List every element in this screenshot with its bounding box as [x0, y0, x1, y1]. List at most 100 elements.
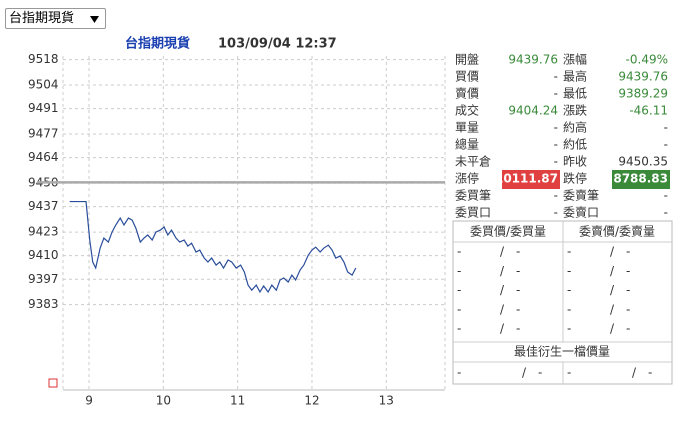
y-tick-label: 9423 — [28, 225, 59, 239]
order-sep: / — [610, 283, 615, 297]
order-volume: - — [516, 245, 520, 259]
order-sep: / — [610, 264, 615, 278]
order-sep: / — [632, 366, 637, 380]
quote-label: 開盤 — [455, 53, 479, 67]
quote-label: 約高 — [563, 120, 587, 135]
marker-square — [48, 378, 58, 388]
order-volume: - — [626, 302, 630, 316]
quote-value: - — [664, 206, 668, 220]
y-tick-label: 9464 — [28, 150, 59, 164]
order-price: - — [457, 245, 461, 259]
x-tick-label: 10 — [156, 394, 171, 408]
quote-value: - — [554, 138, 558, 152]
quote-value: -0.49% — [626, 53, 668, 67]
best-title: 最佳衍生一檔價量 — [514, 345, 610, 359]
order-sep: / — [500, 322, 505, 336]
quote-label: 昨收 — [563, 155, 587, 169]
order-volume: - — [516, 264, 520, 278]
quote-label: 跌停 — [563, 171, 587, 186]
order-volume: - — [626, 245, 630, 259]
quote-value: 9450.35 — [618, 155, 668, 169]
quote-value: - — [554, 70, 558, 84]
order-sep: / — [610, 302, 615, 316]
quote-value: - — [664, 121, 668, 135]
order-volume: - — [516, 322, 520, 336]
quote-label: 委買口 — [455, 206, 491, 220]
order-price: - — [567, 264, 571, 278]
x-tick-label: 12 — [304, 394, 319, 408]
x-tick-label: 9 — [85, 394, 93, 408]
order-volume: - — [626, 264, 630, 278]
quote-label: 未平倉 — [455, 154, 491, 169]
chart-subtitle: 103/09/04 12:37 — [218, 37, 337, 52]
quote-label: 漲跌 — [563, 103, 587, 118]
order-sep: / — [500, 283, 505, 297]
quote-value: -46.11 — [629, 104, 668, 118]
quote-value: - — [554, 155, 558, 169]
order-volume: - — [626, 283, 630, 297]
y-tick-label: 9437 — [28, 199, 59, 213]
quote-value: - — [554, 206, 558, 220]
quote-label: 成交 — [455, 103, 479, 118]
order-price: - — [567, 366, 571, 380]
quote-value: 9439.76 — [618, 70, 668, 84]
y-tick-label: 9477 — [28, 127, 59, 141]
order-volume: - — [648, 366, 652, 380]
order-book-header: 委賣價/委賣量 — [579, 224, 655, 239]
y-tick-label: 9397 — [28, 272, 59, 286]
quote-label: 買價 — [455, 70, 479, 84]
y-tick-label: 9491 — [28, 101, 59, 115]
order-price: - — [457, 264, 461, 278]
order-sep: / — [522, 366, 527, 380]
order-sep: / — [500, 264, 505, 278]
quote-value: 8788.83 — [613, 172, 668, 186]
quote-highlight — [502, 170, 560, 189]
y-tick-label: 9518 — [28, 52, 59, 66]
order-price: - — [457, 366, 461, 380]
y-tick-label: 9504 — [28, 78, 59, 92]
x-tick-label: 13 — [379, 394, 394, 408]
quote-value: 9404.24 — [508, 104, 558, 118]
quote-value: 10111.87 — [495, 172, 558, 186]
quote-value: - — [664, 138, 668, 152]
y-tick-label: 9383 — [28, 297, 59, 311]
order-volume: - — [516, 283, 520, 297]
dropdown[interactable]: 台指期現貨 — [5, 8, 106, 29]
quote-label: 委賣筆 — [563, 188, 599, 203]
quote-label: 漲幅 — [563, 52, 587, 67]
quote-label: 賣價 — [455, 86, 479, 101]
quote-label: 最低 — [563, 87, 587, 101]
dropdown-arrow — [90, 16, 99, 23]
order-sep: / — [610, 322, 615, 336]
price-line — [69, 200, 357, 294]
quote-value: - — [554, 189, 558, 203]
order-price: - — [567, 283, 571, 297]
dropdown-label: 台指期現貨 — [9, 11, 75, 26]
order-volume: - — [516, 302, 520, 316]
quote-label: 單量 — [455, 121, 479, 135]
quote-value: 9389.29 — [618, 87, 668, 101]
quote-label: 委買筆 — [455, 189, 491, 203]
order-sep: / — [610, 245, 615, 259]
quote-highlight — [612, 170, 670, 189]
order-sep: / — [500, 245, 505, 259]
order-volume: - — [538, 366, 542, 380]
quote-label: 總量 — [455, 137, 479, 152]
quote-label: 漲停 — [455, 171, 479, 186]
quote-label: 約低 — [563, 137, 587, 152]
y-tick-label: 9410 — [28, 248, 59, 262]
order-book-header: 委買價/委買量 — [470, 225, 546, 239]
order-sep: / — [500, 302, 505, 316]
quote-label: 最高 — [563, 69, 587, 84]
quote-value: - — [554, 121, 558, 135]
order-price: - — [567, 322, 571, 336]
x-tick-label: 11 — [230, 394, 245, 408]
quote-value: - — [664, 189, 668, 203]
order-price: - — [457, 322, 461, 336]
chart-title: 台指期現貨 — [125, 36, 190, 52]
order-price: - — [457, 302, 461, 316]
quote-value: 9439.76 — [508, 53, 558, 67]
quote-label: 委賣口 — [563, 205, 599, 220]
